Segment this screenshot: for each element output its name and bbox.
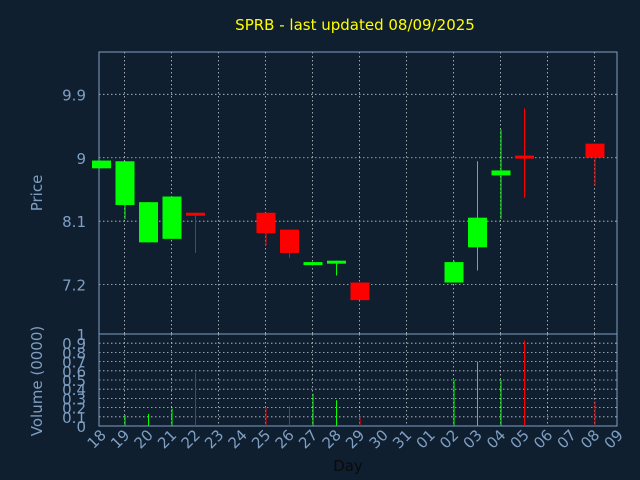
x-tick-label: 24 (225, 426, 251, 452)
x-tick-label: 20 (131, 426, 157, 452)
x-tick-label: 09 (601, 426, 627, 452)
candle-body (585, 143, 605, 158)
x-tick-label: 06 (530, 426, 556, 452)
candle-body (256, 212, 276, 234)
candle-body (444, 262, 464, 283)
volume-tick-label: 0.8 (62, 344, 86, 362)
x-tick-label: 08 (577, 426, 603, 452)
price-tick-label: 7.2 (62, 277, 86, 295)
price-axis-label: Price (28, 175, 46, 212)
x-tick-label: 04 (483, 426, 509, 452)
x-tick-label: 05 (507, 426, 533, 452)
volume-tick-label: 0.1 (62, 409, 86, 427)
x-tick-label: 29 (342, 426, 368, 452)
x-axis-ticks: 1819202122232425262728293031010203040506… (84, 426, 627, 452)
candle-body (139, 202, 158, 243)
x-tick-label: 28 (319, 426, 345, 452)
candle-body (515, 155, 534, 159)
candle-body (327, 260, 346, 264)
x-tick-label: 30 (366, 426, 392, 452)
volume-tick-label: 1 (76, 326, 86, 344)
price-tick-label: 8.1 (62, 213, 86, 231)
x-tick-label: 03 (460, 426, 486, 452)
candle-body (186, 212, 205, 216)
candle-body (115, 161, 135, 205)
volume-tick-label: 0.3 (62, 390, 86, 408)
candle-body (162, 196, 182, 239)
volume-tick-label: 0.7 (62, 354, 86, 372)
chart-title: SPRB - last updated 08/09/2025 (235, 16, 475, 34)
x-tick-label: 07 (554, 426, 580, 452)
candle-body (468, 217, 487, 248)
price-tick-label: 9 (76, 150, 86, 168)
volume-bars (124, 340, 596, 426)
candle-body (350, 282, 370, 301)
x-tick-label: 19 (107, 426, 133, 452)
volume-tick-label: 0.9 (62, 335, 86, 353)
volume-panel-frame (98, 333, 618, 427)
x-tick-label: 26 (272, 426, 298, 452)
candle-body (491, 170, 511, 176)
x-tick-label: 31 (389, 426, 415, 452)
x-tick-label: 02 (436, 426, 462, 452)
price-tick-label: 9.9 (62, 86, 86, 104)
candle-body (280, 229, 299, 253)
x-tick-label: 27 (295, 426, 321, 452)
x-tick-label: 23 (201, 426, 227, 452)
volume-tick-label: 0.2 (62, 400, 86, 418)
volume-tick-label: 0.6 (62, 363, 86, 381)
volume-tick-label: 0 (76, 418, 86, 436)
x-axis-label: Day (333, 457, 363, 475)
x-tick-label: 01 (413, 426, 439, 452)
volume-axis-label: Volume (0000) (28, 326, 46, 436)
x-tick-label: 22 (178, 426, 204, 452)
candle-body (92, 160, 111, 169)
x-tick-label: 21 (154, 426, 180, 452)
candles (92, 108, 605, 301)
x-tick-label: 18 (84, 426, 110, 452)
grid (99, 52, 617, 426)
volume-tick-label: 0.5 (62, 372, 86, 390)
candle-body (303, 262, 323, 266)
price-y-ticks: 9.9 9 8.1 7.2 (62, 86, 86, 294)
volume-y-ticks: 10.90.80.70.60.50.40.30.20.10 (62, 326, 86, 436)
x-tick-label: 25 (248, 426, 274, 452)
volume-tick-label: 0.4 (62, 381, 86, 399)
